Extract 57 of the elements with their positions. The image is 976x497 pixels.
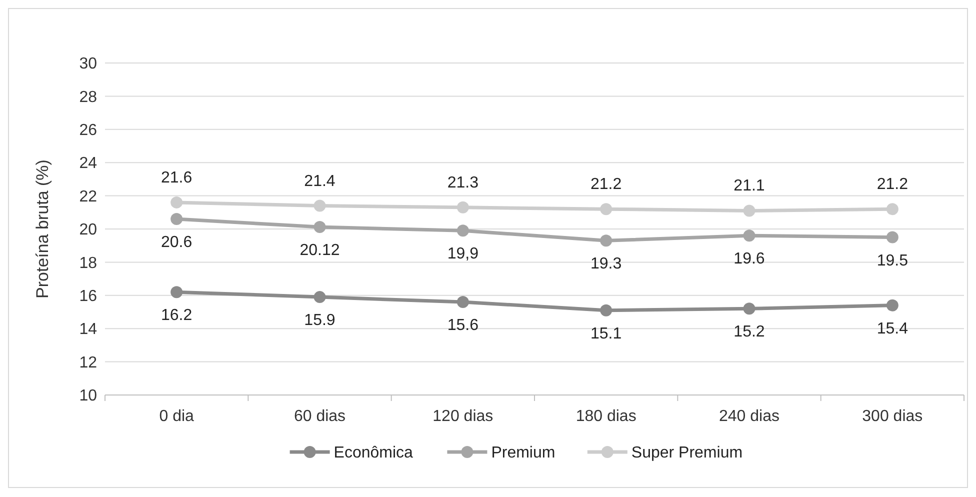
x-tick-label: 0 dia: [159, 408, 194, 425]
data-label: 15.4: [876, 320, 908, 338]
y-tick-label: 24: [79, 155, 98, 172]
y-tick-label: 16: [79, 288, 98, 305]
point: [600, 234, 612, 247]
data-label: 21.2: [876, 176, 908, 194]
point: [170, 213, 183, 226]
x-tick-label: 60 dias: [294, 408, 346, 425]
point: [314, 200, 326, 212]
point: [886, 231, 898, 244]
data-label: 21.6: [161, 169, 192, 186]
y-axis-title: Proteína bruta (%): [33, 160, 52, 298]
data-label: 15.6: [447, 317, 479, 334]
x-tick-label: 120 dias: [432, 408, 494, 425]
y-tick-label: 12: [79, 354, 98, 372]
y-tick-label: 28: [79, 88, 98, 106]
point: [170, 196, 183, 208]
y-tick-label: 26: [79, 122, 98, 139]
data-label: 15.9: [304, 312, 336, 330]
legend-label: Premium: [491, 444, 556, 462]
data-label: 19.6: [734, 250, 765, 268]
data-label: 21.2: [590, 176, 622, 194]
point: [743, 230, 756, 242]
point: [886, 203, 898, 216]
y-tick-label: 18: [79, 254, 98, 272]
y-tick-label: 20: [79, 222, 98, 239]
data-label: 15.2: [734, 324, 765, 341]
point: [314, 291, 326, 304]
data-label: 15.1: [590, 325, 622, 342]
point: [314, 221, 326, 234]
data-label: 21.1: [734, 178, 765, 195]
data-label: 19,9: [447, 246, 479, 263]
point: [600, 304, 612, 316]
y-tick-label: 10: [79, 388, 98, 405]
data-label: 20.12: [300, 242, 340, 260]
point: [743, 302, 756, 315]
y-tick-label: 14: [79, 321, 98, 338]
legend-label: Super Premium: [631, 444, 743, 462]
data-label: 20.6: [161, 234, 192, 252]
data-label: 19.5: [876, 252, 908, 270]
point: [456, 201, 469, 214]
y-tick-label: 22: [79, 188, 98, 206]
data-label: 16.2: [161, 307, 192, 324]
x-tick-label: 240 dias: [719, 408, 780, 425]
y-tick-label: 30: [79, 56, 98, 73]
point: [456, 296, 469, 308]
point: [456, 224, 469, 237]
point: [170, 286, 183, 298]
point: [886, 299, 898, 312]
data-label: 21.3: [447, 174, 479, 192]
data-label: 19.3: [590, 256, 622, 273]
x-tick-label: 300 dias: [862, 408, 923, 425]
x-tick-label: 180 dias: [576, 408, 636, 425]
legend-label: Econômica: [334, 444, 414, 462]
point: [743, 204, 756, 217]
data-label: 21.4: [304, 172, 336, 190]
point: [600, 203, 612, 216]
